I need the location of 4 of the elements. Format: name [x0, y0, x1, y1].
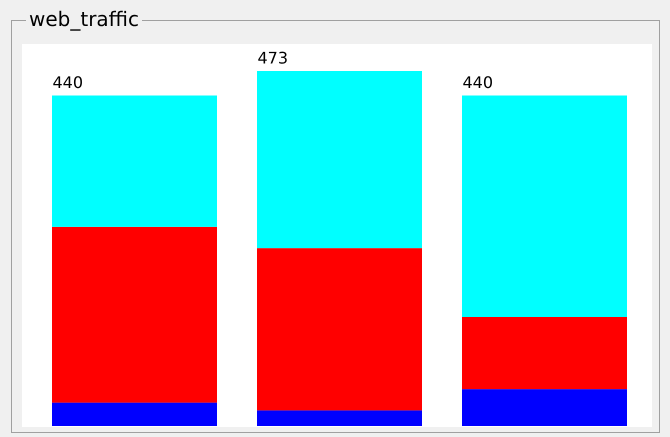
annotation: 440	[462, 72, 494, 92]
annotation: 440	[52, 72, 84, 92]
chart-title: web_traffic	[26, 7, 142, 31]
annotation: 473	[258, 48, 288, 68]
